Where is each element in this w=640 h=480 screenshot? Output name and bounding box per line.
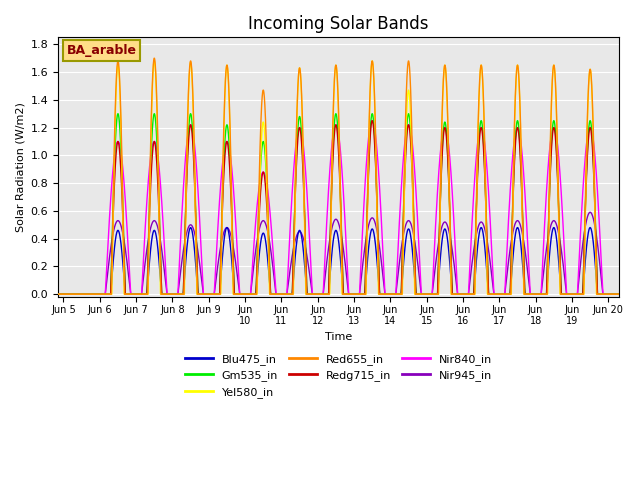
X-axis label: Time: Time <box>325 332 352 342</box>
Text: BA_arable: BA_arable <box>67 44 136 57</box>
Legend: Blu475_in, Gm535_in, Yel580_in, Red655_in, Redg715_in, Nir840_in, Nir945_in: Blu475_in, Gm535_in, Yel580_in, Red655_i… <box>180 349 497 402</box>
Y-axis label: Solar Radiation (W/m2): Solar Radiation (W/m2) <box>15 102 25 232</box>
Title: Incoming Solar Bands: Incoming Solar Bands <box>248 15 429 33</box>
